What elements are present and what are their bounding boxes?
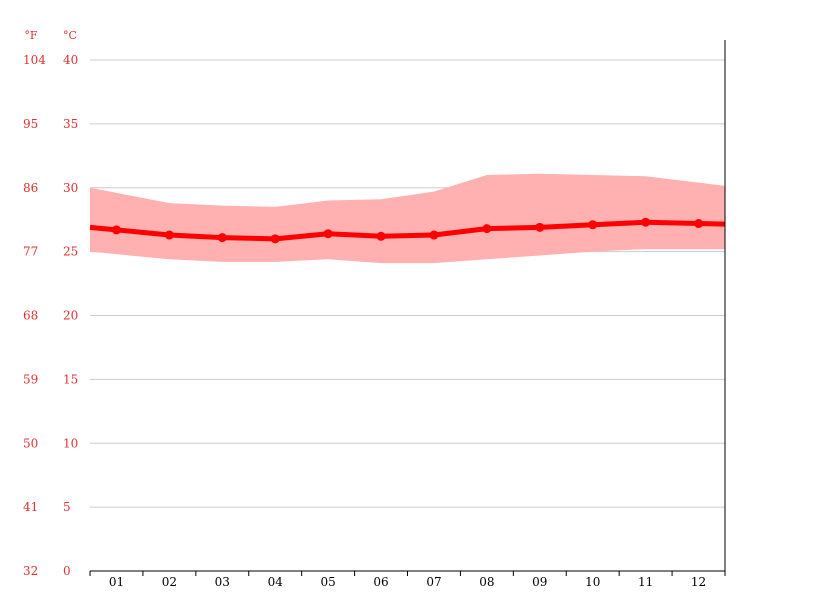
month-label: 08: [479, 575, 494, 589]
fahrenheit-tick-label: 68: [23, 309, 38, 323]
mean-temperature-point: [535, 222, 545, 232]
mean-temperature-point: [270, 234, 280, 244]
fahrenheit-tick-label: 32: [23, 564, 38, 578]
month-label: 03: [215, 575, 230, 589]
month-label: 01: [109, 575, 124, 589]
axes: 0 32 5 41 10 50 15 59 20 68 25 77 30 86 35 95 40 104 01 02 0…: [23, 40, 726, 589]
celsius-tick-label: 0: [63, 564, 71, 578]
celsius-tick-label: 35: [63, 117, 78, 131]
mean-temperature-point: [376, 231, 386, 241]
mean-temperature-point: [694, 219, 704, 229]
month-label: 06: [373, 575, 388, 589]
min-max-range-area: [90, 173, 725, 264]
month-label: 04: [268, 575, 284, 589]
fahrenheit-tick-label: 104: [23, 53, 46, 67]
month-label: 02: [162, 575, 177, 589]
mean-temperature-point: [482, 224, 492, 234]
celsius-tick-label: 40: [63, 53, 78, 67]
fahrenheit-unit-label: °F: [24, 29, 38, 42]
fahrenheit-tick-label: 77: [23, 245, 38, 259]
mean-temperature-point: [217, 233, 227, 243]
celsius-tick-label: 5: [63, 500, 71, 514]
mean-temperature-point: [641, 217, 651, 227]
grid-lines: [90, 59, 725, 508]
fahrenheit-tick-label: 86: [23, 181, 38, 195]
month-label: 11: [638, 575, 653, 589]
fahrenheit-tick-label: 50: [23, 436, 38, 450]
mean-temperature-point: [164, 230, 174, 240]
mean-temperature-point: [111, 225, 121, 235]
celsius-tick-label: 25: [63, 245, 78, 259]
range-area: [90, 173, 725, 264]
celsius-tick-label: 10: [63, 436, 78, 450]
celsius-tick-label: 15: [63, 372, 78, 386]
celsius-unit-label: °C: [63, 29, 77, 42]
celsius-tick-label: 20: [63, 309, 78, 323]
mean-temperature-point: [323, 229, 333, 239]
month-label: 12: [691, 575, 706, 589]
mean-line: [89, 217, 726, 244]
fahrenheit-tick-label: 59: [23, 372, 38, 386]
month-label: 10: [585, 575, 600, 589]
month-label: 05: [320, 575, 335, 589]
mean-temperature-point: [588, 220, 598, 230]
fahrenheit-tick-label: 95: [23, 117, 38, 131]
celsius-tick-label: 30: [63, 181, 78, 195]
month-label: 07: [426, 575, 441, 589]
month-label: 09: [532, 575, 547, 589]
mean-temperature-line: [89, 219, 726, 242]
mean-temperature-point: [429, 230, 439, 240]
fahrenheit-tick-label: 41: [23, 500, 38, 514]
